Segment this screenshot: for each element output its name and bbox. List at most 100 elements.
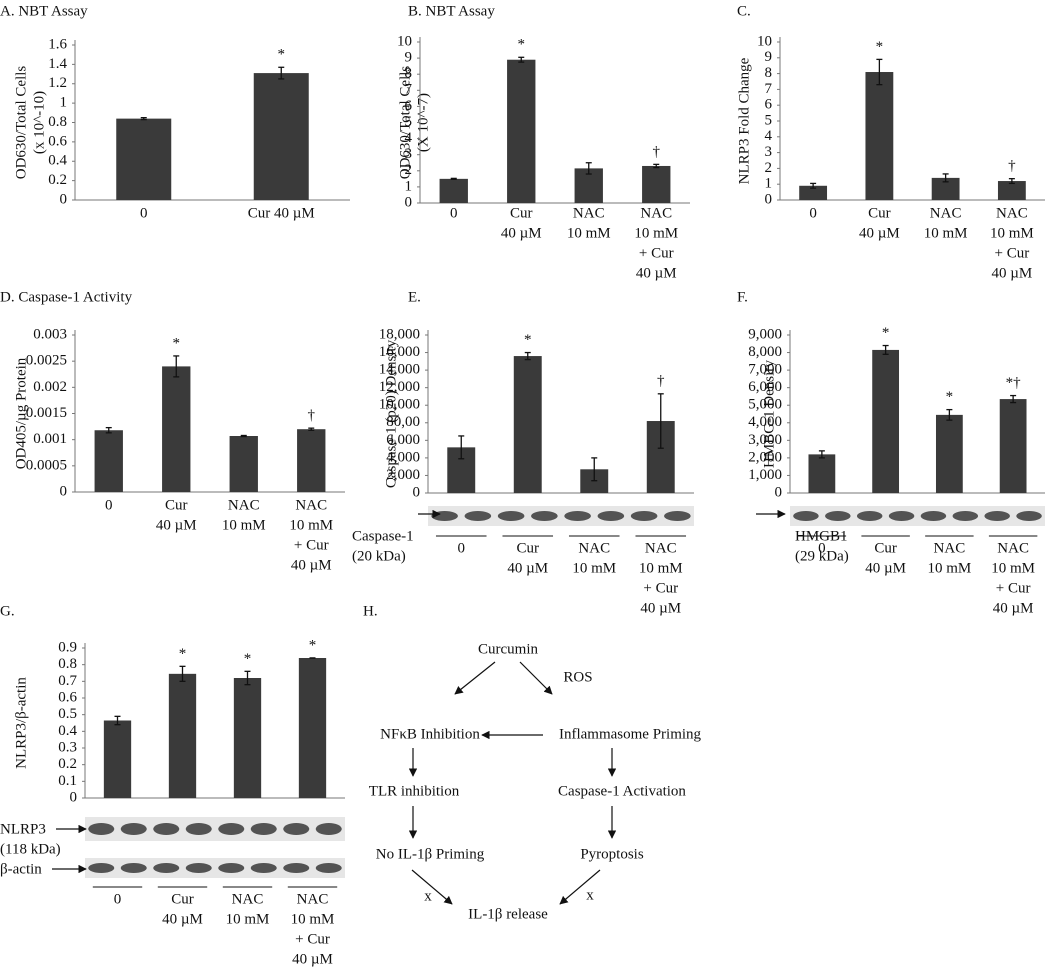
- y-tick-label: 7: [765, 81, 773, 97]
- x-tick-label: 10 mM: [924, 225, 968, 241]
- blot-band: [664, 511, 691, 521]
- significance-marker: *: [244, 651, 252, 667]
- y-tick-label: 0: [413, 484, 421, 500]
- x-tick-label: NAC: [640, 205, 672, 221]
- arrow: [411, 869, 453, 905]
- y-tick-label: 9: [765, 49, 773, 65]
- bar: [507, 59, 536, 204]
- x-tick-label: + Cur: [995, 245, 1030, 261]
- y-tick-label: 7: [405, 82, 413, 98]
- blot-band: [283, 823, 310, 835]
- bar: [162, 366, 191, 492]
- significance-marker: †: [653, 144, 661, 160]
- y-tick-label: 2,000: [386, 467, 420, 483]
- x-tick-label: Cur: [868, 205, 891, 221]
- y-tick-label: 0.6: [58, 689, 77, 705]
- y-tick-label: 0: [765, 191, 773, 207]
- x-tick-label: 0: [140, 205, 148, 221]
- bar: [935, 414, 963, 493]
- x-tick-label: + Cur: [643, 580, 678, 596]
- y-axis-label: NLRP3/β-actin: [13, 677, 29, 769]
- x-tick-label: Cur: [517, 540, 540, 556]
- x-tick-label: Cur: [510, 205, 533, 221]
- significance-marker: *†: [1006, 375, 1022, 391]
- x-tick-label: 10 mM: [927, 560, 971, 576]
- y-tick-label: 5: [405, 114, 413, 130]
- blot-band: [283, 863, 310, 873]
- y-tick-label: 10,000: [379, 397, 420, 413]
- x-tick-label: 0: [105, 497, 113, 513]
- node: No IL-1β Priming: [376, 846, 485, 862]
- x-tick-label: 0: [818, 540, 826, 556]
- x-tick-label: 10 mM: [567, 225, 611, 241]
- x-tick-label: NAC: [996, 205, 1028, 221]
- blot-band: [1016, 511, 1042, 521]
- significance-marker: †: [308, 408, 316, 424]
- y-tick-label: 0.2: [58, 756, 77, 772]
- y-tick-label: 12,000: [379, 379, 420, 395]
- bar: [439, 178, 468, 203]
- x-tick-label: NAC: [578, 540, 610, 556]
- panel-title: D. Caspase-1 Activity: [0, 289, 133, 305]
- x-tick-label: NAC: [934, 540, 966, 556]
- blot-band: [218, 863, 245, 873]
- blot-band: [597, 511, 625, 521]
- blot-band: [120, 863, 147, 873]
- y-tick-label: 0.4: [58, 723, 77, 739]
- bar: [116, 118, 172, 200]
- blot-band: [825, 511, 851, 521]
- y-tick-label: 0.3: [58, 739, 77, 755]
- bar: [865, 72, 894, 200]
- panel: E.Caspase-1 (p20) Density02,0004,0006,00…: [352, 289, 694, 616]
- bar: [253, 73, 309, 200]
- blot-band: [984, 511, 1010, 521]
- blot-band: [185, 823, 212, 835]
- x-tick-label: 10 mM: [639, 560, 683, 576]
- panel-title: F.: [737, 289, 748, 305]
- y-tick-label: 0.1: [58, 773, 77, 789]
- blot-label: HMGB1: [795, 528, 848, 544]
- node: ROS: [563, 669, 592, 685]
- panel: G.NLRP3/β-actin00.10.20.30.40.50.60.70.8…: [0, 603, 345, 967]
- diagram: H. Curcumin ROS NFκB Inhibition Inflamma…: [363, 603, 702, 922]
- blot-band: [153, 863, 180, 873]
- blot-label: β-actin: [0, 861, 42, 877]
- blot-band: [920, 511, 947, 521]
- y-tick-label: 2,000: [748, 449, 782, 465]
- arrow: [519, 661, 553, 695]
- y-tick-label: 10: [757, 33, 772, 49]
- x-tick-label: NAC: [232, 891, 264, 907]
- bar: [233, 678, 262, 798]
- bar: [229, 436, 258, 492]
- x-tick-label: NAC: [295, 497, 327, 513]
- y-tick-label: 80,00: [386, 414, 420, 430]
- y-tick-label: 9: [405, 50, 413, 66]
- x-tick-label: Cur: [171, 891, 194, 907]
- x-tick-label: 40 µM: [292, 951, 333, 967]
- bar: [297, 429, 326, 492]
- blot-band: [88, 863, 115, 873]
- blot-band: [630, 511, 658, 521]
- y-tick-label: 3: [405, 146, 413, 162]
- y-tick-label: 2: [765, 160, 773, 176]
- x-tick-label: 40 µM: [865, 560, 906, 576]
- bar: [298, 658, 327, 798]
- node: IL-1β release: [468, 906, 548, 922]
- y-tick-label: 14,000: [379, 362, 420, 378]
- blot-band: [315, 863, 342, 873]
- bar: [999, 399, 1027, 493]
- x-tick-label: 0: [114, 891, 122, 907]
- y-tick-label: 10: [397, 33, 412, 49]
- bar: [997, 181, 1026, 200]
- x-tick-label: 10 mM: [991, 560, 1035, 576]
- blot-band: [120, 823, 147, 835]
- y-tick-label: 3,000: [748, 432, 782, 448]
- x-tick-label: + Cur: [294, 537, 329, 553]
- blot-band: [250, 863, 277, 873]
- blot-band: [793, 511, 819, 521]
- node: TLR inhibition: [369, 783, 460, 799]
- y-tick-label: 0: [60, 191, 68, 207]
- significance-marker: *: [882, 325, 890, 341]
- panel-title: G.: [0, 603, 15, 619]
